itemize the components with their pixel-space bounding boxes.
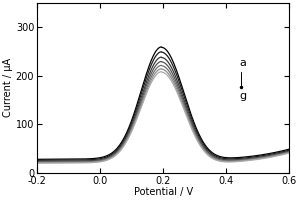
X-axis label: Potential / V: Potential / V (134, 187, 193, 197)
Text: g: g (239, 91, 246, 101)
Y-axis label: Current / μA: Current / μA (3, 58, 13, 117)
Text: a: a (239, 58, 246, 68)
